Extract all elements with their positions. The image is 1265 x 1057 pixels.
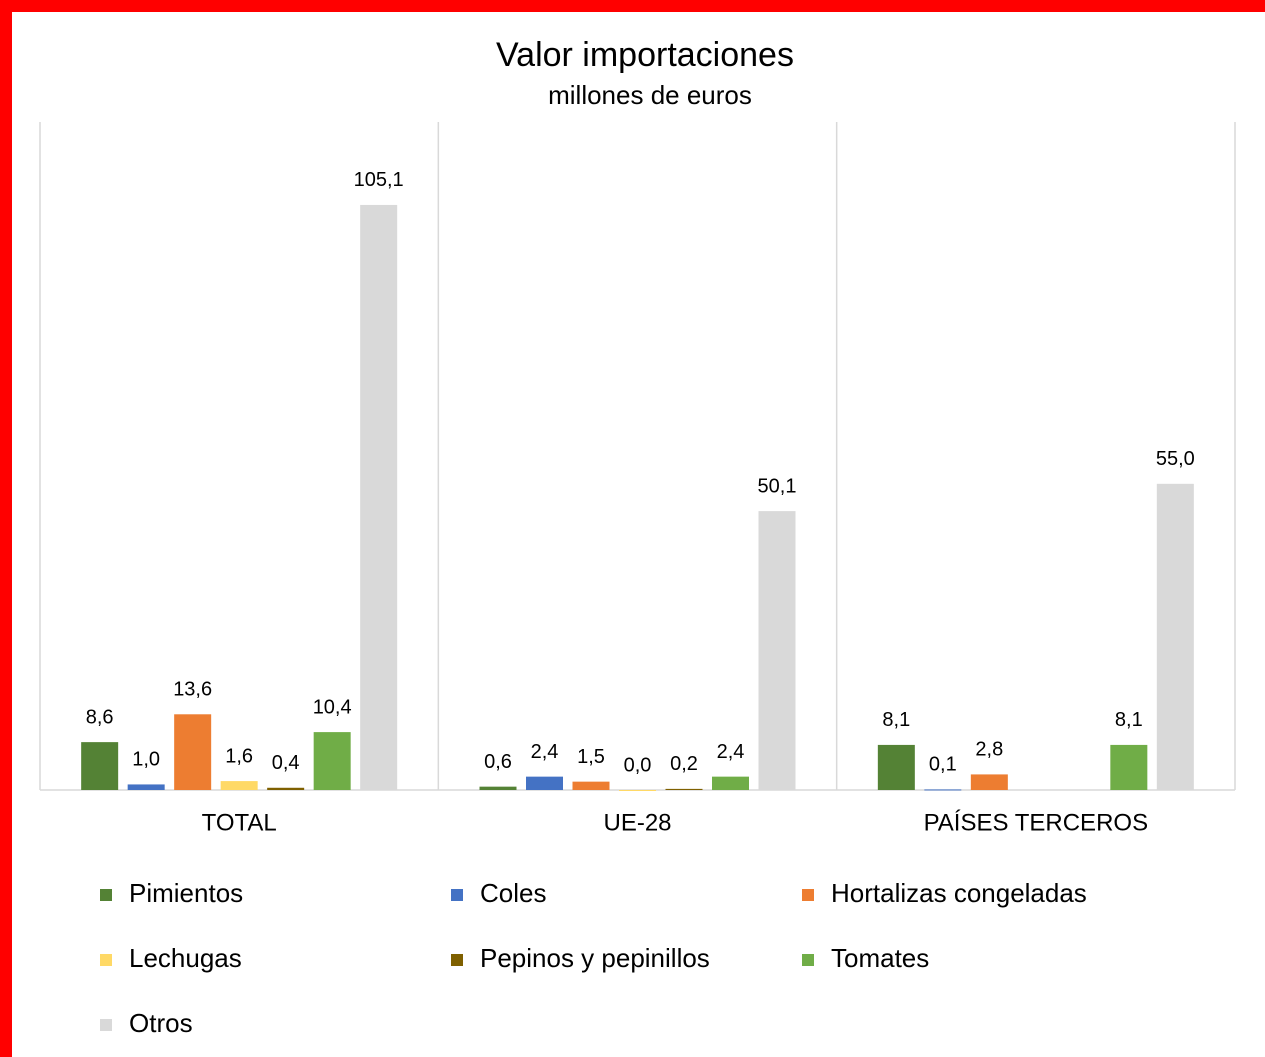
- data-label: 2,4: [717, 741, 745, 763]
- data-label: 8,6: [86, 706, 114, 728]
- data-label: 0,6: [484, 751, 512, 773]
- bar: [360, 204, 398, 790]
- legend-swatch: [100, 889, 112, 901]
- data-label: 2,4: [531, 741, 559, 763]
- legend-swatch: [802, 889, 814, 901]
- data-label: 55,0: [1156, 448, 1195, 470]
- bar: [572, 781, 610, 790]
- legend-swatch: [100, 1019, 112, 1031]
- bar: [267, 787, 305, 790]
- bar: [127, 784, 165, 790]
- legend-swatch: [100, 954, 112, 966]
- bar: [174, 714, 212, 790]
- bar: [1110, 744, 1148, 790]
- legend-swatch: [451, 889, 463, 901]
- bar: [712, 776, 749, 790]
- data-label: 1,0: [132, 749, 160, 771]
- data-label: 2,8: [975, 739, 1003, 761]
- legend-label: Otros: [129, 1008, 193, 1038]
- x-tick-label: PAÍSES TERCEROS: [924, 809, 1149, 836]
- chart-subtitle: millones de euros: [548, 80, 752, 110]
- data-label: 1,6: [225, 745, 253, 767]
- bar: [619, 790, 656, 791]
- bar: [665, 788, 703, 790]
- bar: [970, 774, 1008, 790]
- legend-swatch: [802, 954, 814, 966]
- chart-title: Valor importaciones: [496, 36, 794, 74]
- legend-label: Pimientos: [129, 878, 243, 908]
- bar: [1156, 483, 1194, 790]
- bar: [758, 511, 796, 790]
- data-label: 50,1: [758, 475, 797, 497]
- bar: [220, 781, 258, 790]
- bar: [877, 744, 915, 790]
- x-tick-label: UE-28: [603, 809, 671, 836]
- legend-label: Pepinos y pepinillos: [480, 943, 710, 973]
- data-label: 0,0: [624, 754, 652, 776]
- data-label: 8,1: [1115, 709, 1143, 731]
- data-label: 0,4: [272, 752, 300, 774]
- bar: [479, 786, 517, 790]
- data-label: 1,5: [577, 746, 605, 768]
- data-label: 0,2: [670, 753, 698, 775]
- bar: [81, 742, 119, 790]
- legend-label: Coles: [480, 878, 546, 908]
- data-label: 8,1: [882, 709, 910, 731]
- legend-swatch: [451, 954, 463, 966]
- data-label: 0,1: [929, 754, 957, 776]
- legend-label: Lechugas: [129, 943, 242, 973]
- x-tick-label: TOTAL: [202, 809, 277, 836]
- data-label: 10,4: [313, 696, 352, 718]
- legend-label: Hortalizas congeladas: [831, 878, 1087, 908]
- data-label: 13,6: [173, 679, 212, 701]
- bar: [924, 789, 962, 791]
- bar: [526, 776, 563, 790]
- legend-label: Tomates: [831, 943, 929, 973]
- data-label: 105,1: [354, 169, 404, 191]
- bar: [313, 732, 351, 790]
